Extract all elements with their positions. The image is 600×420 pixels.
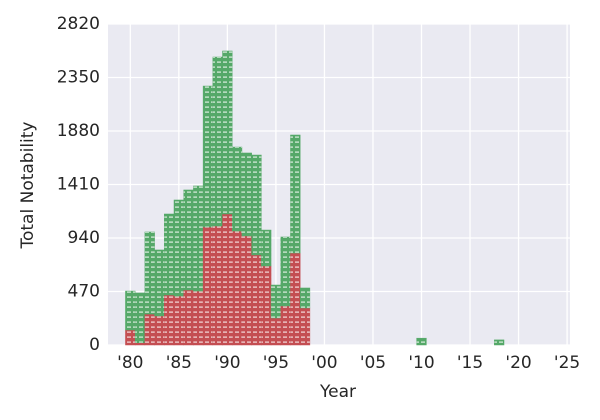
bar-segment (299, 287, 311, 309)
bar-segment (280, 236, 291, 307)
bar-segment (231, 230, 243, 346)
y-tick-label: 470 (68, 282, 100, 302)
bar-segment (231, 146, 243, 232)
y-tick-label: 0 (89, 335, 100, 355)
bar-segment (241, 152, 252, 237)
bar-segment (202, 85, 214, 228)
bar-segment (125, 329, 136, 346)
y-tick-label: 2350 (57, 68, 100, 88)
bar-segment (164, 213, 175, 296)
bar-segment (183, 289, 194, 346)
bar-segment (193, 185, 204, 292)
bar-segment (125, 290, 136, 331)
bar-segment (299, 307, 311, 346)
bar-segment (270, 317, 282, 346)
bar-segment (144, 313, 155, 346)
bar-segment (134, 342, 146, 346)
bar-segment (173, 295, 184, 346)
x-tick-label: '05 (360, 353, 386, 373)
x-tick-label: '15 (457, 353, 483, 373)
x-tick-label: '90 (214, 353, 240, 373)
bar-segment (494, 339, 505, 346)
x-tick-label: '80 (117, 353, 143, 373)
bar-segment (202, 226, 214, 346)
bar-segment (416, 337, 427, 346)
bar-segment (251, 254, 262, 346)
bar-segment (290, 134, 301, 254)
bar-segment (261, 229, 272, 267)
bar-segment (222, 50, 233, 215)
bar-segment (290, 252, 301, 346)
x-tick-label: '85 (166, 353, 192, 373)
x-tick-label: '00 (311, 353, 337, 373)
bar-segment (183, 189, 194, 291)
bar-segment (222, 213, 233, 346)
x-tick-label: '20 (505, 353, 531, 373)
bar-segment (154, 249, 165, 317)
bar-segment (241, 235, 252, 346)
x-axis-label: Year (319, 382, 356, 402)
y-tick-label: 1410 (57, 175, 100, 195)
y-tick-label: 940 (68, 228, 100, 248)
y-tick-label: 1880 (57, 121, 100, 141)
bar-segment (261, 265, 272, 346)
bar-segment (144, 231, 155, 315)
bar-segment (270, 284, 282, 319)
bar-segment (164, 294, 175, 346)
bar-segment (134, 292, 146, 343)
bar-segment (154, 315, 165, 346)
y-tick-label: 2820 (57, 14, 100, 34)
y-axis-label: Total Notability (18, 122, 38, 250)
bar-segment (251, 154, 262, 256)
bar-segment (280, 305, 291, 346)
bar-segment (212, 56, 223, 227)
x-tick-label: '95 (263, 353, 289, 373)
bar-segment (212, 225, 223, 346)
bar-segment (193, 290, 204, 346)
x-tick-label: '10 (408, 353, 434, 373)
x-tick-label: '25 (554, 353, 580, 373)
bar-segment (173, 199, 184, 297)
